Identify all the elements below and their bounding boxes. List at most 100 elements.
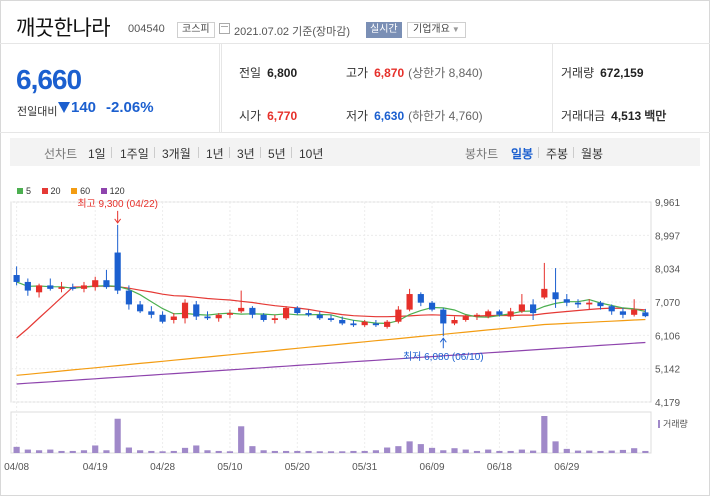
- candle-body: [417, 294, 424, 303]
- market-badge: 코스피: [177, 22, 215, 38]
- candle-body: [271, 318, 278, 320]
- tab-divider: [111, 147, 112, 158]
- volume-bar: [496, 450, 503, 453]
- stock-name: 깨끗한나라: [16, 17, 111, 40]
- volume-bar: [406, 441, 413, 453]
- candle-body: [24, 281, 31, 291]
- volume-bar: [608, 450, 615, 453]
- volume-bar: [473, 450, 481, 453]
- volume-bar: [586, 450, 593, 453]
- volume-bar: [114, 418, 121, 453]
- volume-bar: [395, 446, 402, 453]
- divider: [552, 44, 553, 132]
- volume-bar: [485, 449, 492, 453]
- candle-body: [125, 290, 132, 305]
- tab-5year[interactable]: 5년: [268, 147, 286, 161]
- stat-value: 6,800: [267, 66, 298, 80]
- legend-swatch: [71, 188, 78, 194]
- volume-bar: [361, 450, 368, 453]
- tab-monthly[interactable]: 월봉: [581, 147, 604, 161]
- tab-daily[interactable]: 일봉: [511, 147, 534, 161]
- volume-bar: [541, 416, 548, 453]
- volume-bar: [642, 450, 649, 453]
- stat-value: 6,770: [267, 109, 298, 123]
- y-tick-label: 5,142: [655, 365, 680, 376]
- candle-body: [316, 314, 323, 319]
- candle-body: [428, 302, 436, 310]
- volume-bar: [518, 449, 525, 453]
- candle-body: [159, 314, 166, 322]
- tab-divider: [291, 147, 292, 158]
- realtime-button[interactable]: 실시간: [366, 22, 402, 38]
- stock-code: 004540: [128, 23, 165, 35]
- volume-bar: [125, 447, 132, 453]
- candle-body: [137, 304, 144, 312]
- tab-10year[interactable]: 10년: [299, 147, 324, 161]
- volume-bar: [372, 450, 379, 453]
- candle-body: [552, 292, 559, 300]
- legend-label: 5: [26, 186, 32, 196]
- company-overview-label: 기업개요: [413, 24, 450, 35]
- candle-body: [485, 311, 492, 317]
- x-tick-label: 04/08: [4, 462, 29, 473]
- volume-bar: [58, 450, 65, 453]
- company-overview-dropdown[interactable]: 기업개요 ▼: [407, 22, 466, 38]
- divider: [221, 44, 222, 132]
- tab-divider: [260, 147, 261, 158]
- stat-high: 고가 6,870 (상한가 8,840): [346, 64, 483, 81]
- y-tick-label: 9,961: [655, 198, 680, 209]
- chevron-down-icon: ▼: [451, 25, 460, 34]
- candle-body: [181, 302, 189, 319]
- tab-3year[interactable]: 3년: [237, 147, 255, 161]
- ma20-line: [16, 285, 646, 339]
- tab-1week[interactable]: 1주일: [120, 147, 149, 161]
- volume-bar: [305, 450, 312, 453]
- candle-body: [619, 311, 627, 315]
- candle-body: [496, 311, 503, 315]
- volume-bar: [13, 446, 20, 453]
- tab-candle-chart[interactable]: 봉차트: [465, 147, 499, 161]
- volume-bar: [170, 450, 177, 453]
- x-tick-label: 04/28: [150, 462, 175, 473]
- volume-bar: [47, 449, 54, 453]
- tab-line-chart[interactable]: 선차트: [44, 147, 78, 161]
- stat-lower-limit: (하한가 4,760): [408, 109, 483, 123]
- volume-bar: [148, 450, 155, 453]
- candle-body: [462, 316, 469, 320]
- tab-1year[interactable]: 1년: [206, 147, 224, 161]
- volume-bar: [619, 449, 627, 453]
- candle-body: [238, 307, 245, 312]
- volume-swatch: [658, 420, 660, 428]
- candle-body: [339, 319, 346, 324]
- candle-body: [58, 287, 65, 289]
- x-tick-label: 05/31: [352, 462, 377, 473]
- candle-body: [92, 280, 99, 288]
- y-tick-label: 4,179: [655, 398, 680, 409]
- candle-body: [563, 299, 570, 303]
- stat-value: 6,870: [374, 66, 405, 80]
- volume-bar: [339, 451, 346, 453]
- candle-body: [103, 280, 110, 288]
- volume-bar: [428, 447, 436, 453]
- candle-body: [395, 309, 402, 322]
- candle-body: [35, 285, 43, 293]
- legend-ma60: 60: [71, 186, 90, 196]
- legend-swatch: [100, 188, 107, 194]
- calendar-icon: [219, 23, 230, 34]
- volume-bar: [597, 450, 604, 453]
- tab-weekly[interactable]: 주봉: [546, 147, 569, 161]
- stat-unit: 백만: [644, 109, 667, 123]
- tab-3month[interactable]: 3개월: [162, 147, 191, 161]
- price-change: 140: [71, 99, 97, 116]
- candle-body: [69, 287, 76, 289]
- stat-value: 4,513: [611, 109, 642, 123]
- volume-bar: [417, 444, 424, 453]
- stat-trade-amount: 거래대금 4,513 백만: [561, 107, 666, 124]
- stat-low: 저가 6,630 (하한가 4,760): [346, 107, 483, 124]
- volume-bar: [283, 450, 290, 453]
- volume-bar: [238, 426, 245, 453]
- tab-1day[interactable]: 1일: [88, 147, 106, 161]
- volume-bar: [24, 449, 31, 453]
- volume-bar: [631, 448, 638, 453]
- tab-divider: [198, 147, 199, 158]
